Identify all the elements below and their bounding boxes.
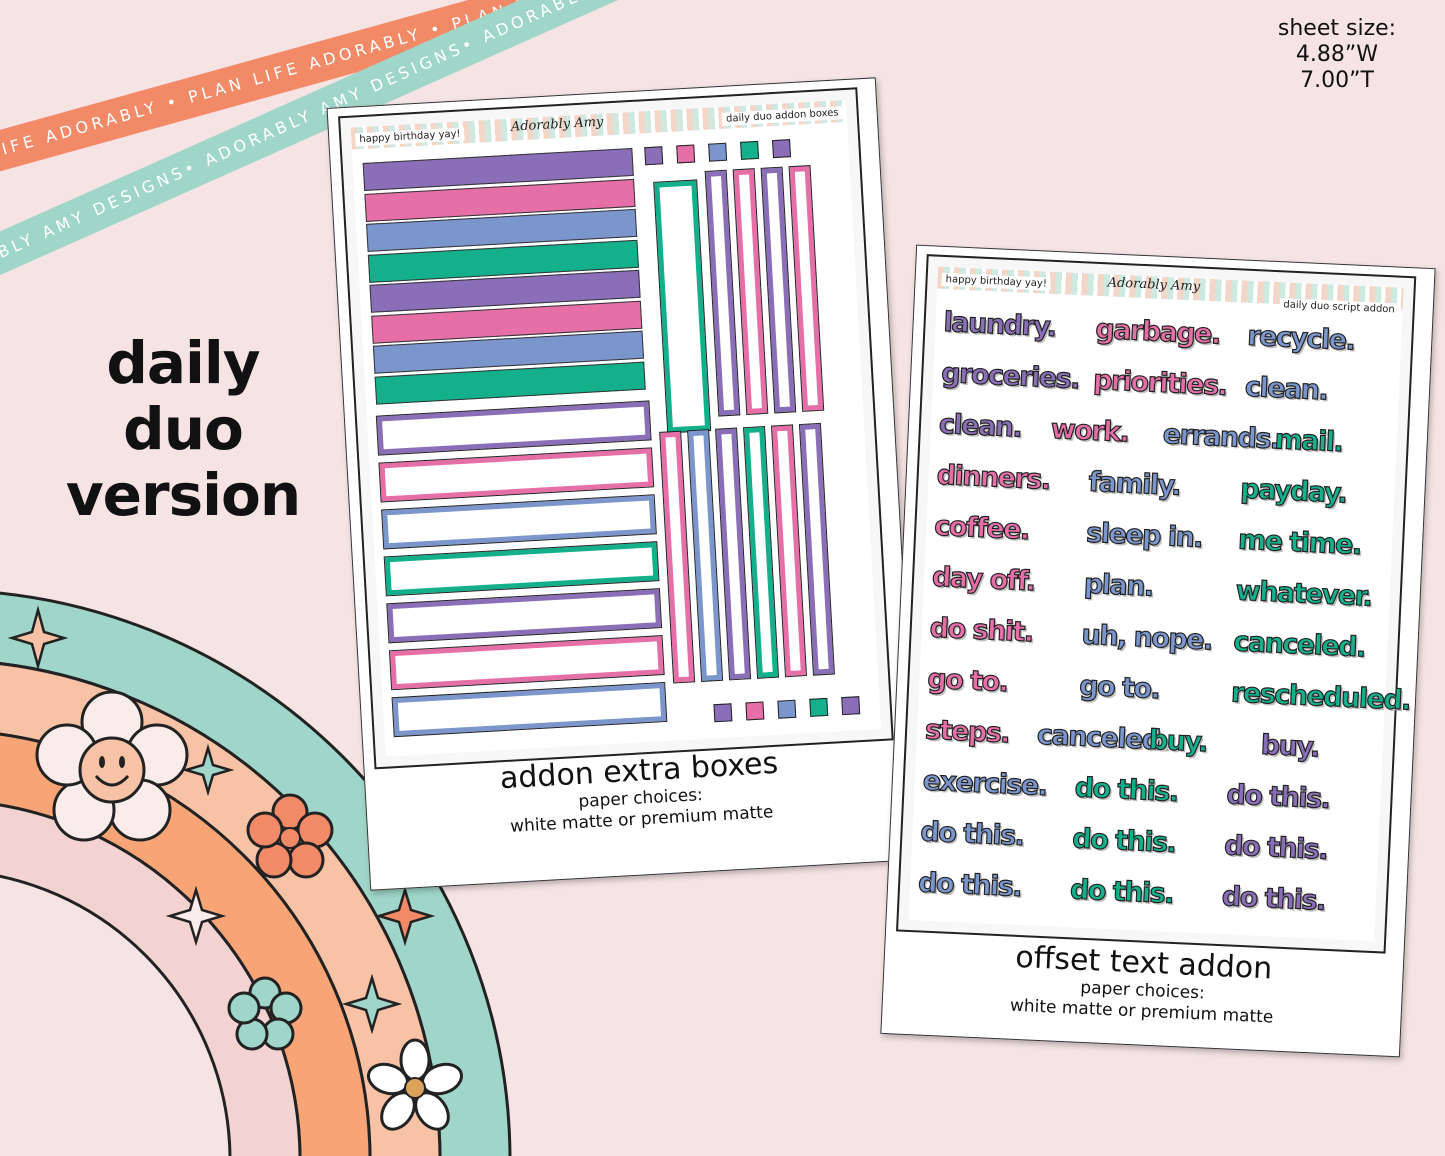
word-sticker: priorities.	[1092, 364, 1228, 402]
word-sticker: day off.	[931, 561, 1036, 598]
word-sticker: do this.	[1071, 823, 1177, 860]
framed-box	[383, 540, 660, 597]
vertical-frame-narrow	[787, 165, 825, 412]
color-square	[708, 142, 728, 162]
word-sticker: canceled.	[1232, 626, 1366, 664]
vertical-frame-wide	[652, 179, 712, 434]
word-sticker: dinners.	[935, 459, 1051, 496]
vertical-frame-narrow	[759, 166, 797, 414]
solid-bar-stack	[362, 147, 646, 411]
word-sticker: do this.	[1073, 772, 1179, 809]
word-sticker: family.	[1087, 466, 1181, 502]
vertical-frame-narrow	[686, 429, 724, 682]
vertical-frames-bottom	[658, 422, 844, 694]
rainbow-band-blush	[0, 803, 302, 1156]
square-row-bottom	[713, 696, 864, 724]
sheet-size-info: sheet size: 4.88”W 7.00”T	[1247, 16, 1427, 94]
word-sticker: mail.	[1273, 423, 1343, 459]
color-square	[713, 703, 733, 723]
word-sticker: plan.	[1083, 568, 1154, 603]
word-sticker: sleep in.	[1085, 517, 1203, 554]
color-square	[740, 140, 760, 160]
offset-text-card: happy birthday yay! Adorably Amy daily d…	[880, 244, 1436, 1058]
word-sticker: do this.	[917, 867, 1023, 904]
color-square	[676, 144, 696, 164]
sparkle-icon-4	[374, 885, 436, 947]
version-title-line3: version	[65, 461, 301, 529]
sheet-size-height: 7.00”T	[1300, 68, 1374, 93]
framed-box	[386, 587, 663, 644]
color-square	[777, 699, 797, 719]
word-sticker: exercise.	[922, 765, 1048, 803]
word-sticker: do this.	[1069, 874, 1175, 911]
version-title-line2: duo	[123, 395, 244, 463]
vertical-frame-narrow	[704, 169, 741, 417]
word-sticker: coffee.	[933, 510, 1030, 546]
color-square	[745, 701, 765, 721]
version-title-line1: daily	[106, 329, 260, 397]
word-sticker: buy.	[1148, 724, 1208, 759]
color-square	[841, 696, 861, 716]
sparkle-icon-2	[181, 743, 235, 797]
vertical-frames-top	[646, 165, 830, 434]
word-sticker: garbage.	[1094, 313, 1221, 351]
color-square	[772, 139, 792, 159]
mint-flower-icon	[227, 976, 303, 1051]
version-title: daily duo version	[58, 330, 308, 528]
square-row-top	[644, 138, 805, 167]
sparkle-icon-3	[165, 885, 227, 947]
addon-boxes-card: happy birthday yay! Adorably Amy daily d…	[326, 77, 920, 891]
vertical-frame-narrow	[770, 424, 808, 678]
sparkle-icon-5	[341, 973, 403, 1035]
word-sticker: recycle.	[1246, 320, 1356, 357]
word-sticker: laundry.	[942, 306, 1057, 344]
rainbow-illustration	[0, 591, 512, 1156]
color-square	[809, 697, 829, 717]
word-sticker: buy.	[1260, 729, 1320, 764]
word-sticker: work.	[1050, 413, 1130, 449]
vertical-frame-narrow	[798, 422, 836, 676]
word-sticker: go to.	[1078, 670, 1161, 706]
addon-boxes-sheet: happy birthday yay! Adorably Amy daily d…	[338, 87, 894, 770]
word-sticker: do this.	[1221, 881, 1327, 918]
word-sticker: do this.	[1225, 779, 1331, 816]
word-sticker: go to.	[926, 663, 1009, 699]
orange-flower-icon	[246, 793, 334, 879]
vertical-frame-narrow	[742, 426, 780, 679]
word-sticker: payday.	[1239, 473, 1347, 510]
word-sticker: errands.	[1162, 418, 1281, 456]
word-sticker: uh, nope.	[1080, 619, 1213, 657]
word-sticker: rescheduled.	[1230, 677, 1411, 717]
word-sticker: do this.	[919, 816, 1025, 853]
framed-box	[378, 446, 655, 503]
framed-box	[391, 681, 668, 738]
color-square	[644, 146, 664, 166]
framed-box	[375, 400, 652, 456]
word-sticker: clean.	[938, 408, 1023, 444]
vertical-frame-narrow	[714, 427, 752, 681]
sparkle-icon-1	[7, 605, 69, 671]
framed-box-stack	[375, 400, 676, 756]
sheet-size-width: 4.88”W	[1295, 42, 1379, 67]
word-sticker: do this.	[1223, 830, 1329, 867]
offset-text-sheet: happy birthday yay! Adorably Amy daily d…	[896, 254, 1417, 954]
framed-box	[381, 493, 657, 550]
word-sticker: me time.	[1237, 524, 1362, 562]
daisy-flower-icon	[366, 1038, 464, 1131]
framed-box	[388, 634, 665, 691]
word-sticker: clean.	[1244, 371, 1329, 407]
sheet-size-label: sheet size:	[1277, 16, 1397, 41]
word-sticker: groceries.	[940, 357, 1080, 396]
smiley-flower-icon	[35, 690, 189, 842]
word-sticker: steps.	[924, 714, 1010, 750]
vertical-frame-narrow	[731, 168, 769, 415]
word-sticker: do shit.	[928, 612, 1034, 649]
word-sticker-grid: laundry. garbage. recycle. groceries. priori…	[917, 306, 1411, 937]
word-sticker: whatever.	[1235, 575, 1373, 613]
